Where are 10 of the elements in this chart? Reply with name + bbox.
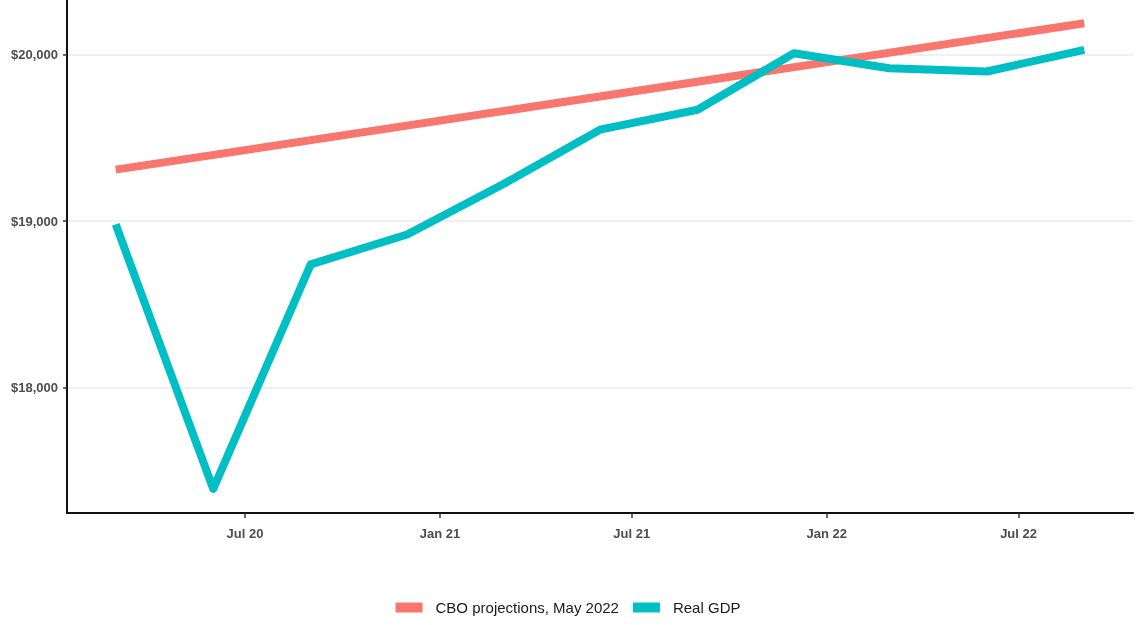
x-tick-label: Jul 21	[613, 526, 651, 541]
x-tick-label: Jul 22	[1000, 526, 1037, 541]
x-tick-label: Jan 22	[806, 526, 848, 541]
x-tick-label: Jan 21	[419, 526, 461, 541]
y-tick-label: $19,000	[11, 213, 58, 229]
y-tick-label: $20,000	[11, 47, 58, 63]
legend-label: CBO projections, May 2022	[435, 599, 619, 616]
legend-label: Real GDP	[672, 599, 741, 616]
y-tick-label: $18,000	[11, 379, 58, 395]
x-tick-label: Jul 20	[226, 526, 264, 541]
